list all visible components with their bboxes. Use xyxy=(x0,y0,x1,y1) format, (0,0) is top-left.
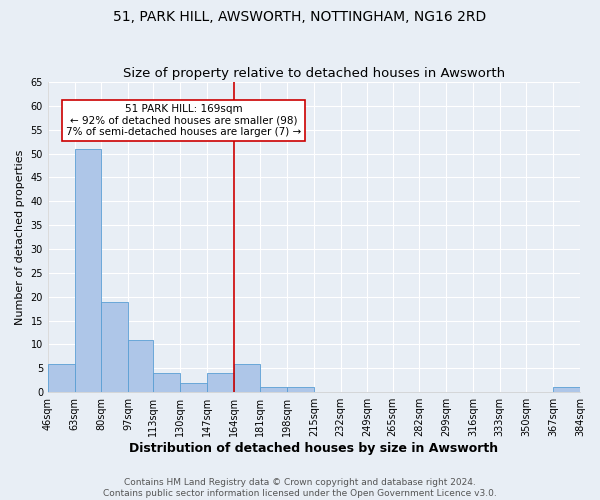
Bar xyxy=(48,364,74,392)
Title: Size of property relative to detached houses in Awsworth: Size of property relative to detached ho… xyxy=(123,66,505,80)
Bar xyxy=(154,373,180,392)
Text: Contains HM Land Registry data © Crown copyright and database right 2024.
Contai: Contains HM Land Registry data © Crown c… xyxy=(103,478,497,498)
Bar xyxy=(180,382,207,392)
Bar xyxy=(287,388,314,392)
Text: 51, PARK HILL, AWSWORTH, NOTTINGHAM, NG16 2RD: 51, PARK HILL, AWSWORTH, NOTTINGHAM, NG1… xyxy=(113,10,487,24)
Bar xyxy=(207,373,233,392)
X-axis label: Distribution of detached houses by size in Awsworth: Distribution of detached houses by size … xyxy=(130,442,499,455)
Bar xyxy=(233,364,260,392)
Bar xyxy=(260,388,287,392)
Text: 51 PARK HILL: 169sqm
← 92% of detached houses are smaller (98)
7% of semi-detach: 51 PARK HILL: 169sqm ← 92% of detached h… xyxy=(66,104,301,137)
Bar xyxy=(128,340,154,392)
Bar xyxy=(101,302,128,392)
Y-axis label: Number of detached properties: Number of detached properties xyxy=(15,150,25,325)
Bar xyxy=(553,388,580,392)
Bar xyxy=(74,149,101,392)
